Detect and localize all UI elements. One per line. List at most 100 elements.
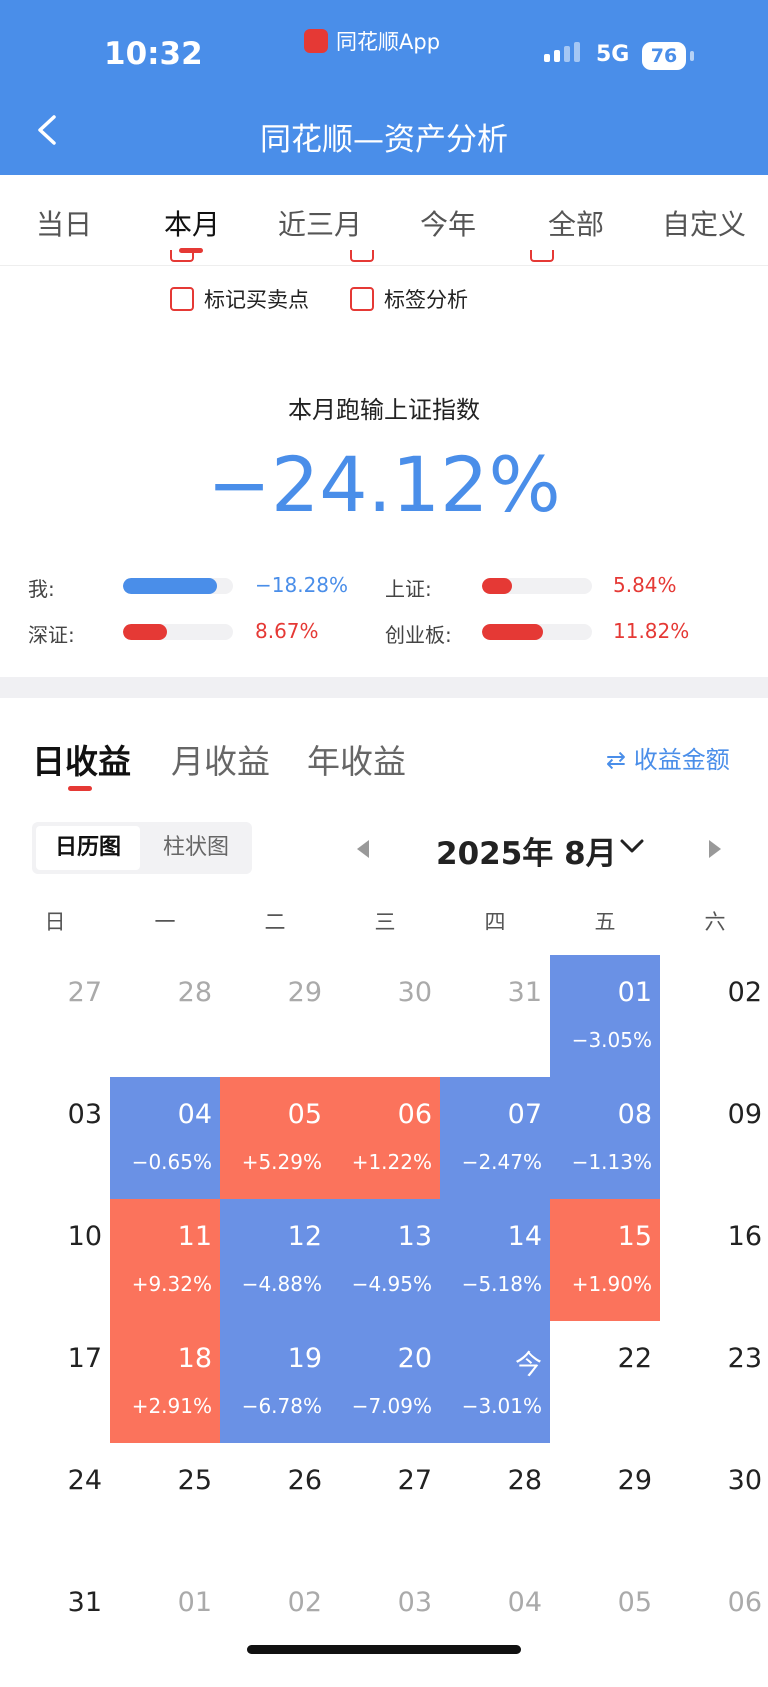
calendar-day-return: +9.32%: [131, 1272, 212, 1296]
calendar-day-cell[interactable]: 30: [330, 955, 440, 1077]
calendar-day-cell[interactable]: 01: [110, 1565, 220, 1687]
calendar-day-cell[interactable]: 08 −1.13%: [550, 1077, 660, 1199]
calendar-day-cell[interactable]: 03: [330, 1565, 440, 1687]
calendar-day-cell[interactable]: 27: [330, 1443, 440, 1565]
calendar-day-number: 31: [67, 1587, 102, 1618]
calendar-day-cell[interactable]: 28: [110, 955, 220, 1077]
calendar-day-cell[interactable]: 26: [220, 1443, 330, 1565]
calendar-day-number: 29: [617, 1465, 652, 1496]
calendar-day-number: 24: [67, 1465, 102, 1496]
weekday-label: 一: [154, 910, 176, 934]
calendar-day-cell[interactable]: 15 +1.90%: [550, 1199, 660, 1321]
calendar-day-cell[interactable]: 28: [440, 1443, 550, 1565]
benchmark-bar-fill: [123, 578, 217, 594]
calendar-day-cell[interactable]: 18 +2.91%: [110, 1321, 220, 1443]
calendar-day-return: −3.01%: [461, 1394, 542, 1418]
calendar-day-cell[interactable]: 13 −4.95%: [330, 1199, 440, 1321]
calendar-day-number: 28: [507, 1465, 542, 1496]
calendar-day-cell[interactable]: 14 −5.18%: [440, 1199, 550, 1321]
calendar-day-cell[interactable]: 06 +1.22%: [330, 1077, 440, 1199]
checkbox-partial[interactable]: [170, 250, 194, 262]
calendar-day-cell[interactable]: 20 −7.09%: [330, 1321, 440, 1443]
calendar-day-cell[interactable]: 今 −3.01%: [440, 1321, 550, 1443]
tag-analysis-checkbox[interactable]: 标签分析: [350, 284, 468, 314]
benchmark-bar: [123, 578, 233, 594]
comparison-title: 本月跑输上证指数: [288, 396, 480, 424]
chart-options: 标记买卖点 标签分析: [0, 262, 768, 312]
tab-monthly-return[interactable]: 月收益: [171, 742, 270, 781]
benchmark-label: 创业板:: [385, 623, 452, 647]
page-title: 同花顺—资产分析: [260, 122, 508, 158]
calendar-day-number: 16: [727, 1221, 762, 1252]
calendar-day-cell[interactable]: 04: [440, 1565, 550, 1687]
amount-toggle-link[interactable]: ⇄ 收益金额: [606, 740, 730, 775]
calendar-day-number: 09: [727, 1099, 762, 1130]
calendar-day-cell[interactable]: 31: [0, 1565, 110, 1687]
weekday-label: 六: [704, 910, 726, 934]
tab-custom[interactable]: 自定义: [661, 208, 746, 241]
calendar-day-cell[interactable]: 06: [660, 1565, 768, 1687]
checkbox-icon: [170, 287, 194, 311]
tab-three-months[interactable]: 近三月: [277, 208, 362, 241]
calendar-day-cell[interactable]: 12 −4.88%: [220, 1199, 330, 1321]
calendar-day-cell[interactable]: 02: [220, 1565, 330, 1687]
calendar-day-cell[interactable]: 31: [440, 955, 550, 1077]
month-label[interactable]: 2025年 8月: [436, 836, 617, 872]
calendar-day-return: −4.95%: [351, 1272, 432, 1296]
calendar-day-return: +1.22%: [351, 1150, 432, 1174]
calendar-day-cell[interactable]: 23: [660, 1321, 768, 1443]
status-app-label[interactable]: 同花顺App: [304, 26, 440, 56]
bar-view-button[interactable]: 柱状图: [162, 835, 229, 860]
benchmark-bar-fill: [482, 624, 543, 640]
calendar-day-return: −6.78%: [241, 1394, 322, 1418]
tab-today[interactable]: 当日: [35, 208, 92, 241]
calendar-day-cell[interactable]: 25: [110, 1443, 220, 1565]
app-header: 10:32 同花顺App 5G 76 同花顺—资产分析: [0, 0, 768, 175]
calendar-day-cell[interactable]: 30: [660, 1443, 768, 1565]
calendar-day-cell[interactable]: 07 −2.47%: [440, 1077, 550, 1199]
calendar-day-cell[interactable]: 16: [660, 1199, 768, 1321]
next-month-icon[interactable]: [709, 840, 721, 858]
section-divider: [0, 677, 768, 698]
calendar-day-cell[interactable]: 01 −3.05%: [550, 955, 660, 1077]
calendar-day-number: 15: [617, 1221, 652, 1252]
calendar-day-number: 14: [507, 1221, 542, 1252]
calendar-day-cell[interactable]: 10: [0, 1199, 110, 1321]
calendar-day-cell[interactable]: 24: [0, 1443, 110, 1565]
calendar-day-number: 07: [507, 1099, 542, 1130]
calendar-day-cell[interactable]: 17: [0, 1321, 110, 1443]
benchmark-value: −18.28%: [255, 573, 349, 597]
calendar-day-number: 10: [67, 1221, 102, 1252]
tab-all[interactable]: 全部: [547, 208, 604, 241]
calendar-day-cell[interactable]: 11 +9.32%: [110, 1199, 220, 1321]
checkbox-partial[interactable]: [530, 250, 554, 262]
calendar-day-number: 02: [287, 1587, 322, 1618]
calendar-day-cell[interactable]: 03: [0, 1077, 110, 1199]
calendar-day-number: 31: [507, 977, 542, 1008]
tab-daily-return[interactable]: 日收益: [32, 742, 131, 781]
calendar-day-cell[interactable]: 29: [220, 955, 330, 1077]
calendar-day-return: −2.47%: [461, 1150, 542, 1174]
calendar-day-cell[interactable]: 05 +5.29%: [220, 1077, 330, 1199]
calendar-day-cell[interactable]: 09: [660, 1077, 768, 1199]
mark-trades-checkbox[interactable]: 标记买卖点: [170, 284, 309, 314]
prev-month-icon[interactable]: [357, 840, 369, 858]
back-arrow-icon[interactable]: [34, 115, 60, 145]
calendar-day-return: +1.90%: [571, 1272, 652, 1296]
calendar-day-cell[interactable]: 04 −0.65%: [110, 1077, 220, 1199]
calendar-day-cell[interactable]: 27: [0, 955, 110, 1077]
checkbox-partial[interactable]: [350, 250, 374, 262]
status-time: 10:32: [104, 36, 203, 72]
tab-yearly-return[interactable]: 年收益: [307, 742, 406, 781]
calendar-day-cell[interactable]: 05: [550, 1565, 660, 1687]
calendar-day-cell[interactable]: 19 −6.78%: [220, 1321, 330, 1443]
benchmark-label: 深证:: [28, 623, 75, 647]
calendar-day-return: −5.18%: [461, 1272, 542, 1296]
tab-this-year[interactable]: 今年: [419, 208, 476, 241]
chevron-down-icon[interactable]: [620, 838, 644, 854]
calendar-day-cell[interactable]: 02: [660, 955, 768, 1077]
calendar-day-cell[interactable]: 29: [550, 1443, 660, 1565]
tab-this-month[interactable]: 本月: [163, 208, 220, 241]
calendar-view-button[interactable]: 日历图: [36, 826, 140, 870]
calendar-day-cell[interactable]: 22: [550, 1321, 660, 1443]
